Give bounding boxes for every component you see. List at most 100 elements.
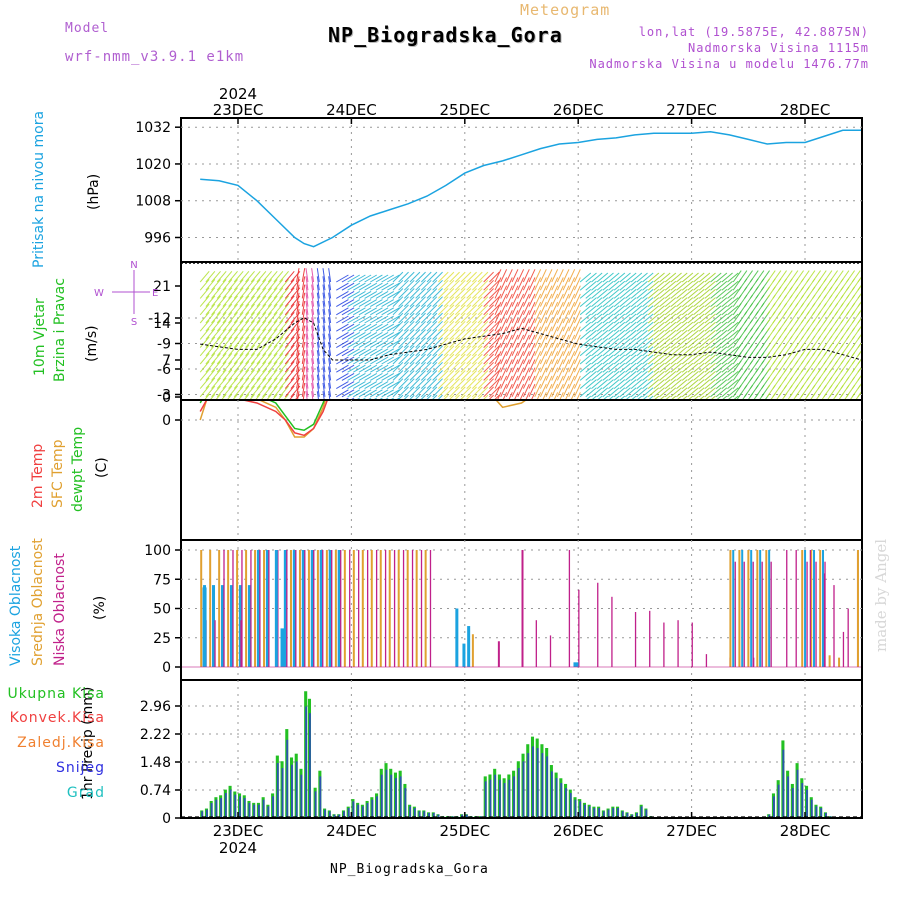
wind-barb xyxy=(296,309,300,324)
precip-bar-snow xyxy=(314,791,317,817)
wind-barb xyxy=(239,361,250,373)
wind-barb xyxy=(341,315,355,324)
wind-barb xyxy=(591,297,603,307)
bottom-day-label: 24DEC xyxy=(326,822,377,840)
wind-barb xyxy=(311,276,315,291)
wind-barb xyxy=(505,293,513,307)
wind-barb xyxy=(322,276,326,291)
wind-barb xyxy=(778,270,787,283)
wind-barb xyxy=(568,351,576,365)
wind-barb xyxy=(387,389,400,398)
wind-barb xyxy=(545,269,553,283)
wind-barb xyxy=(267,336,278,348)
wind-barb xyxy=(466,394,472,399)
wind-barb xyxy=(420,378,432,389)
wind-barb xyxy=(432,345,443,357)
wind-barb xyxy=(472,304,483,316)
wind-barb xyxy=(443,320,455,332)
cloud-bar-low xyxy=(250,550,252,667)
precip-bar-snow xyxy=(243,798,246,817)
wind-barbs xyxy=(182,263,861,399)
precip-bar-snow xyxy=(234,794,237,817)
wind-barb xyxy=(613,346,626,357)
cloud-bar-low xyxy=(214,620,216,667)
top-day-label: 23DEC xyxy=(213,101,264,119)
wind-barb xyxy=(653,280,665,291)
precip-bar-snow xyxy=(617,808,619,817)
wind-barb xyxy=(420,386,432,398)
wind-barb xyxy=(545,375,553,389)
wind-barb xyxy=(415,304,426,316)
wind-barb xyxy=(228,377,238,389)
wind-barb xyxy=(415,279,426,291)
wind-barb xyxy=(483,288,494,299)
wind-barb xyxy=(228,361,238,373)
wind-barb xyxy=(301,333,306,348)
cloud-bar-high xyxy=(301,550,305,667)
wind-barb xyxy=(387,282,400,291)
cloud-bar-mid xyxy=(236,550,239,667)
wind-barb xyxy=(420,370,432,381)
wind-barb xyxy=(403,361,415,373)
precip-tick-label: 0.74 xyxy=(140,783,171,799)
wind-barb xyxy=(426,320,438,332)
wind-barb xyxy=(341,274,355,283)
wind-barb xyxy=(613,371,626,381)
wind-barb xyxy=(664,362,677,373)
wind-barb xyxy=(426,271,438,283)
precip-bar-snow xyxy=(574,799,577,817)
wind-barb xyxy=(505,310,513,324)
wind-barb xyxy=(687,387,699,398)
wind-barb xyxy=(322,350,326,365)
wind-barb xyxy=(341,372,355,381)
precip-bar-snow xyxy=(768,814,771,817)
wind-barb xyxy=(284,303,295,316)
wind-barb xyxy=(576,392,581,399)
wind-barb xyxy=(233,369,244,381)
wind-barb xyxy=(347,299,360,308)
wind-barb xyxy=(573,301,581,316)
wind-barb xyxy=(585,280,597,291)
wind-barb xyxy=(715,297,728,307)
wind-barb xyxy=(647,379,660,389)
wind-barb xyxy=(228,287,238,299)
wind-barb xyxy=(398,279,409,291)
wind-barb xyxy=(250,287,261,299)
wind-barb xyxy=(573,359,581,373)
wind-barb xyxy=(591,338,603,348)
wind-barb xyxy=(494,359,502,373)
cloud-bar-low xyxy=(268,550,270,667)
wind-barb xyxy=(409,353,421,365)
wind-barb xyxy=(381,372,395,381)
wind-barb xyxy=(528,375,536,389)
wind-barb xyxy=(591,289,603,299)
wind-barb xyxy=(573,318,581,332)
wind-barb xyxy=(437,296,449,307)
precip-bar-snow xyxy=(513,776,515,817)
wind-barb xyxy=(301,300,306,315)
wind-barb xyxy=(660,395,665,399)
wind-barb xyxy=(542,392,547,399)
wind-barb xyxy=(772,270,782,283)
wind-barb xyxy=(517,359,525,373)
wind-barb xyxy=(568,334,576,348)
wind-barb xyxy=(222,287,233,299)
wind-barb xyxy=(642,313,654,324)
wind-barb xyxy=(409,329,421,340)
wind-barb xyxy=(387,274,400,283)
wind-barb xyxy=(562,269,570,283)
wind-barb xyxy=(568,367,576,381)
precip-bar-snow xyxy=(276,763,279,817)
wind-barb xyxy=(415,337,426,348)
wind-barb xyxy=(284,287,295,299)
wind-barb xyxy=(228,328,238,340)
wind-barb xyxy=(460,312,472,324)
wind-barb xyxy=(387,315,400,324)
cloud-bar-mid xyxy=(424,550,427,667)
wind-barb xyxy=(505,359,513,373)
cloud-bar-high xyxy=(328,550,332,667)
wind-barb xyxy=(609,395,614,399)
wind-barb xyxy=(602,354,614,365)
wind-barb xyxy=(568,293,576,307)
wind-barb xyxy=(222,270,233,283)
